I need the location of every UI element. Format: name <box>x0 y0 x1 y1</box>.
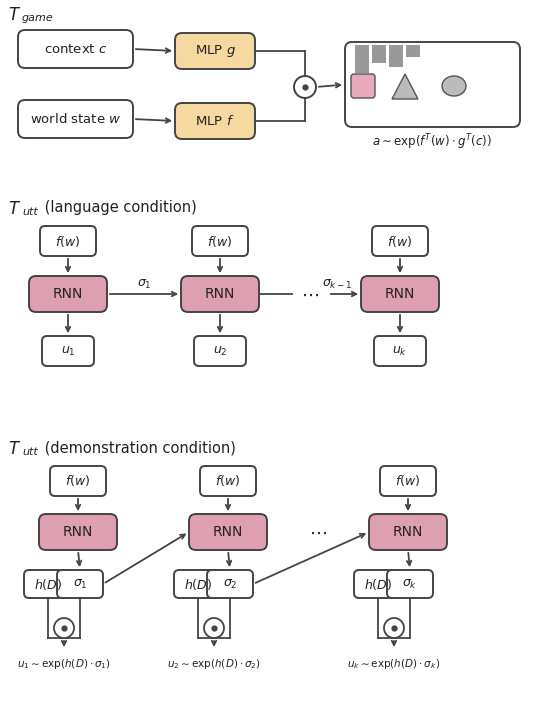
Text: $\sigma_k$: $\sigma_k$ <box>402 577 418 591</box>
Text: RNN: RNN <box>385 287 415 301</box>
Text: $u_2 \sim \exp(h(D) \cdot \sigma_2)$: $u_2 \sim \exp(h(D) \cdot \sigma_2)$ <box>167 657 261 671</box>
Circle shape <box>204 618 224 638</box>
Text: $f(w)$: $f(w)$ <box>55 233 81 248</box>
FancyBboxPatch shape <box>24 570 72 598</box>
FancyBboxPatch shape <box>351 74 375 98</box>
Bar <box>389 45 403 67</box>
FancyBboxPatch shape <box>57 570 103 598</box>
FancyBboxPatch shape <box>39 514 117 550</box>
Text: $T$: $T$ <box>8 200 21 218</box>
Text: $a \sim \exp(f^T(w) \cdot g^T(c))$: $a \sim \exp(f^T(w) \cdot g^T(c))$ <box>373 132 492 152</box>
Text: $u_1 \sim \exp(h(D) \cdot \sigma_1)$: $u_1 \sim \exp(h(D) \cdot \sigma_1)$ <box>17 657 111 671</box>
Text: game: game <box>22 13 54 23</box>
FancyBboxPatch shape <box>189 514 267 550</box>
Text: context $c$: context $c$ <box>44 42 107 56</box>
FancyBboxPatch shape <box>380 466 436 496</box>
Text: $h(D)$: $h(D)$ <box>184 576 212 591</box>
FancyBboxPatch shape <box>175 33 255 69</box>
Text: world state $w$: world state $w$ <box>30 112 121 126</box>
FancyBboxPatch shape <box>192 226 248 256</box>
FancyBboxPatch shape <box>354 570 402 598</box>
Text: $\sigma_2$: $\sigma_2$ <box>223 577 237 591</box>
Text: $\sigma_1$: $\sigma_1$ <box>73 577 87 591</box>
FancyBboxPatch shape <box>18 100 133 138</box>
Text: $u_k$: $u_k$ <box>392 344 407 357</box>
Text: $\sigma_1$: $\sigma_1$ <box>137 278 151 291</box>
Text: utt: utt <box>22 447 38 457</box>
Text: $f(w)$: $f(w)$ <box>215 473 241 488</box>
FancyBboxPatch shape <box>207 570 253 598</box>
Text: RNN: RNN <box>63 525 93 539</box>
Circle shape <box>294 76 316 98</box>
FancyBboxPatch shape <box>40 226 96 256</box>
FancyBboxPatch shape <box>361 276 439 312</box>
FancyBboxPatch shape <box>387 570 433 598</box>
Text: $u_2$: $u_2$ <box>213 344 227 357</box>
Text: $u_1$: $u_1$ <box>61 344 75 357</box>
Text: $\cdots$: $\cdots$ <box>309 524 327 542</box>
Text: RNN: RNN <box>213 525 243 539</box>
FancyBboxPatch shape <box>18 30 133 68</box>
Text: $h(D)$: $h(D)$ <box>34 576 62 591</box>
Text: $\cdots$: $\cdots$ <box>301 286 319 304</box>
FancyBboxPatch shape <box>181 276 259 312</box>
Text: $h(D)$: $h(D)$ <box>364 576 392 591</box>
FancyBboxPatch shape <box>200 466 256 496</box>
Polygon shape <box>392 74 418 99</box>
Bar <box>355 45 369 73</box>
Text: $\sigma_{k-1}$: $\sigma_{k-1}$ <box>322 278 353 291</box>
Text: (demonstration condition): (demonstration condition) <box>40 440 236 455</box>
Text: (language condition): (language condition) <box>40 200 197 215</box>
Text: $f(w)$: $f(w)$ <box>208 233 232 248</box>
Text: $T$: $T$ <box>8 6 21 24</box>
Text: RNN: RNN <box>53 287 83 301</box>
Bar <box>406 45 420 57</box>
Text: RNN: RNN <box>205 287 235 301</box>
Text: $f(w)$: $f(w)$ <box>388 233 413 248</box>
FancyBboxPatch shape <box>374 336 426 366</box>
Circle shape <box>54 618 74 638</box>
FancyBboxPatch shape <box>50 466 106 496</box>
FancyBboxPatch shape <box>372 226 428 256</box>
Text: RNN: RNN <box>393 525 423 539</box>
Text: MLP $g$: MLP $g$ <box>194 43 236 59</box>
Text: $u_k \sim \exp(h(D) \cdot \sigma_k)$: $u_k \sim \exp(h(D) \cdot \sigma_k)$ <box>347 657 440 671</box>
FancyBboxPatch shape <box>345 42 520 127</box>
Text: $f(w)$: $f(w)$ <box>395 473 421 488</box>
FancyBboxPatch shape <box>175 103 255 139</box>
FancyBboxPatch shape <box>369 514 447 550</box>
Ellipse shape <box>442 76 466 96</box>
Bar <box>372 45 386 63</box>
FancyBboxPatch shape <box>194 336 246 366</box>
FancyBboxPatch shape <box>42 336 94 366</box>
FancyBboxPatch shape <box>29 276 107 312</box>
Circle shape <box>384 618 404 638</box>
Text: $T$: $T$ <box>8 440 21 458</box>
Text: $f(w)$: $f(w)$ <box>65 473 91 488</box>
Text: utt: utt <box>22 207 38 217</box>
Text: MLP $f$: MLP $f$ <box>195 114 235 128</box>
FancyBboxPatch shape <box>174 570 222 598</box>
